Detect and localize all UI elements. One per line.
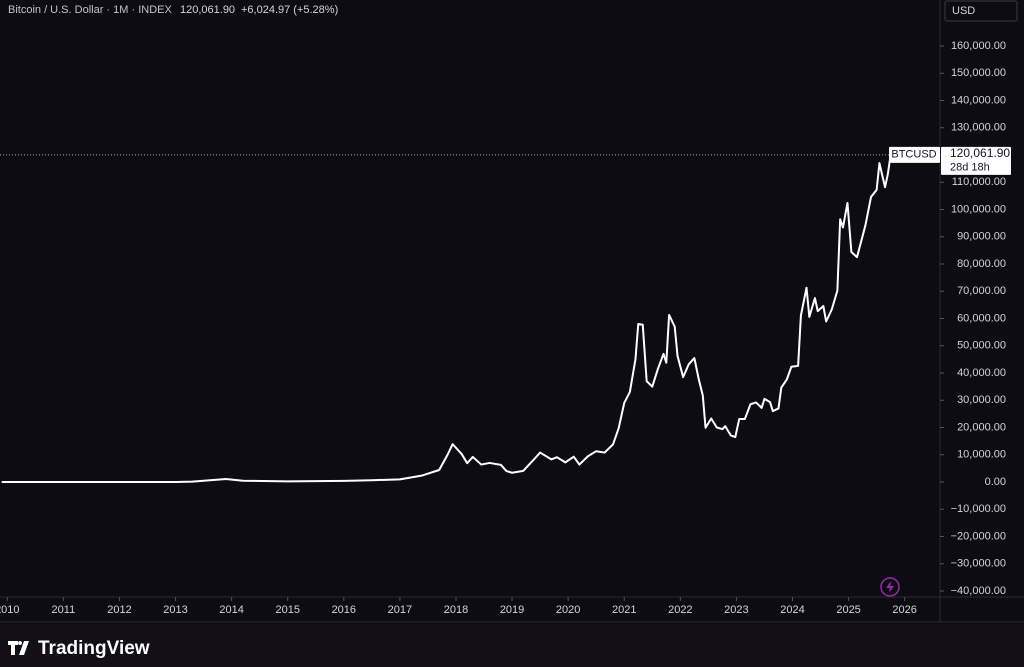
header-price: 120,061.90 — [180, 4, 235, 16]
symbol-label-box — [889, 146, 940, 163]
x-tick-label: 2012 — [107, 604, 131, 616]
y-tick-label: 130,000.00 — [951, 122, 1006, 134]
y-tick-label: 100,000.00 — [951, 203, 1006, 215]
y-tick-label: 40,000.00 — [957, 367, 1006, 379]
lightning-icon[interactable] — [880, 577, 900, 597]
y-tick-label: 140,000.00 — [951, 94, 1006, 106]
currency-box[interactable] — [944, 0, 1018, 22]
x-tick-label: 2017 — [388, 604, 412, 616]
y-tick-label: −10,000.00 — [951, 503, 1006, 515]
y-tick-label: 70,000.00 — [957, 285, 1006, 297]
x-tick-label: 2011 — [52, 604, 76, 616]
y-tick-label: 150,000.00 — [951, 67, 1006, 79]
x-tick-label: 2026 — [892, 604, 916, 616]
x-tick-label: 2014 — [219, 604, 243, 616]
price-label: 120,061.90 — [950, 146, 1010, 160]
plot-area — [0, 154, 940, 483]
symbol-label: BTCUSD — [891, 149, 936, 161]
currency[interactable]: USD — [952, 5, 975, 17]
lightning-bolt — [886, 581, 894, 593]
y-tick-label: 90,000.00 — [957, 231, 1006, 243]
y-tick-label: −20,000.00 — [951, 530, 1006, 542]
x-tick-label: 2015 — [275, 604, 299, 616]
x-tick-label: 2025 — [836, 604, 860, 616]
brand: TradingView — [38, 638, 150, 659]
y-tick-label: 50,000.00 — [957, 340, 1006, 352]
y-tick-label: 110,000.00 — [952, 176, 1006, 188]
y-tick-label: 20,000.00 — [957, 421, 1006, 433]
logo-icon — [8, 641, 29, 655]
y-tick-label: 160,000.00 — [951, 40, 1006, 52]
logo: TradingView — [8, 638, 150, 659]
header-change: +6,024.97 (+5.28%) — [241, 4, 338, 16]
x-tick-label: 2013 — [163, 604, 187, 616]
y-tick-label: 0.00 — [985, 476, 1006, 488]
x-tick-label: 2024 — [780, 604, 804, 616]
x-tick-label: 2016 — [332, 604, 356, 616]
y-tick-label: 10,000.00 — [957, 449, 1006, 461]
y-tick-label: −40,000.00 — [951, 585, 1006, 597]
price-label-box — [941, 146, 1011, 175]
x-tick-label: 2022 — [668, 604, 692, 616]
y-tick-label: 80,000.00 — [957, 258, 1006, 270]
x-tick-label: 2023 — [724, 604, 748, 616]
footer — [0, 624, 1024, 667]
symbol-title: Bitcoin / U.S. Dollar · 1M · INDEX — [8, 4, 172, 16]
x-tick-label: 2021 — [612, 604, 636, 616]
countdown: 28d 18h — [950, 162, 990, 174]
x-tick-label: 2019 — [500, 604, 524, 616]
x-tick-label: 2018 — [444, 604, 468, 616]
y-tick-label: 30,000.00 — [957, 394, 1006, 406]
y-tick-label: −30,000.00 — [951, 558, 1006, 570]
price-line — [1, 154, 892, 483]
y-tick-label: 60,000.00 — [957, 312, 1006, 324]
x-tick-label: 2020 — [556, 604, 580, 616]
x-tick-label: 2010 — [0, 604, 20, 616]
